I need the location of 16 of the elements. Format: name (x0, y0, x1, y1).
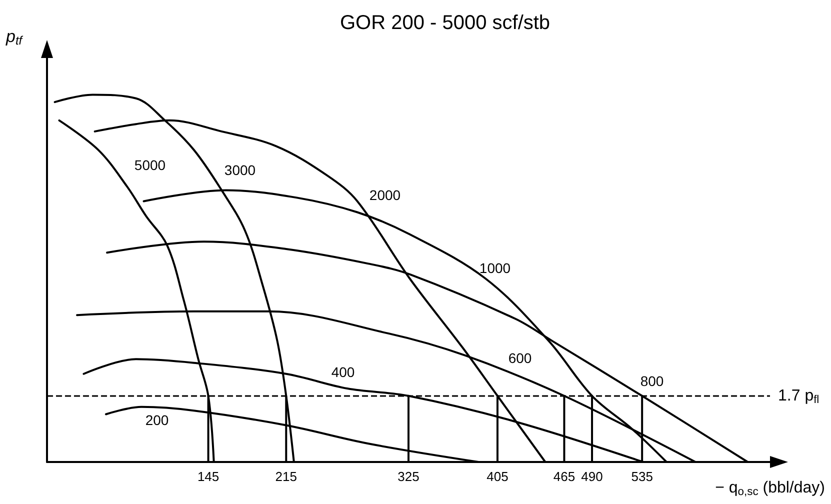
series-label: 200 (145, 412, 169, 428)
series-label: 2000 (369, 187, 401, 203)
x-tick-label: 405 (486, 469, 508, 484)
series-label: 1000 (479, 260, 511, 276)
series-label: 5000 (134, 157, 166, 173)
series-label: 800 (640, 373, 664, 389)
x-tick-label: 145 (197, 469, 220, 484)
series-label: 3000 (224, 162, 256, 178)
x-tick-label: 535 (631, 469, 653, 484)
x-tick-label: 465 (553, 469, 576, 484)
chart-title: GOR 200 - 5000 scf/stb (340, 12, 550, 34)
series-label: 400 (331, 364, 355, 380)
x-tick-label: 490 (581, 469, 603, 484)
x-tick-label: 215 (275, 469, 297, 484)
series-label: 600 (508, 350, 532, 366)
x-tick-label: 325 (398, 469, 420, 484)
